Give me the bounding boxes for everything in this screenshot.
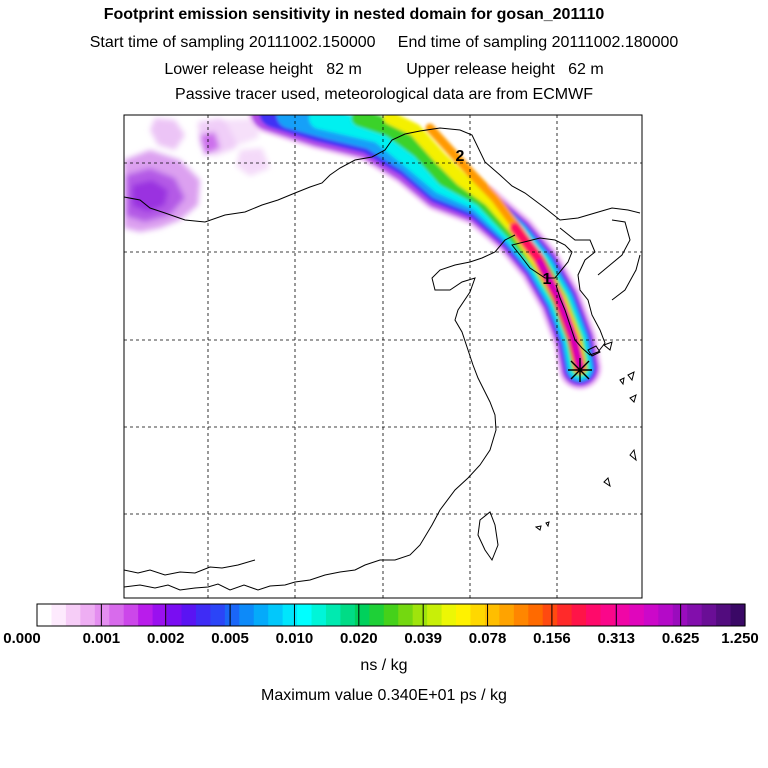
plot-title: Footprint emission sensitivity in nested… xyxy=(103,6,605,23)
colorbar-cell xyxy=(167,604,183,626)
colorbar-cell xyxy=(51,604,67,626)
colorbar-cell xyxy=(730,604,746,626)
colorbar-cell xyxy=(586,604,602,626)
low-sensitivity-patches xyxy=(124,118,270,232)
colorbar-cell xyxy=(340,604,356,626)
colorbar-cell xyxy=(412,604,428,626)
colorbar-cell xyxy=(643,604,659,626)
colorbar-cell xyxy=(513,604,529,626)
colorbar-cell xyxy=(441,604,457,626)
colorbar-cell xyxy=(470,604,486,626)
trajectory-marker-2: 2 xyxy=(456,148,465,165)
colorbar-cell xyxy=(499,604,515,626)
colorbar-cell xyxy=(369,604,385,626)
colorbar-cell xyxy=(701,604,717,626)
colorbar-cell xyxy=(253,604,269,626)
colorbar xyxy=(36,603,746,627)
colorbar-cell xyxy=(311,604,327,626)
colorbar-cell xyxy=(557,604,573,626)
colorbar-unit-label: ns / kg xyxy=(360,657,408,674)
colorbar-cell xyxy=(268,604,284,626)
colorbar-cell xyxy=(239,604,255,626)
colorbar-cell xyxy=(398,604,414,626)
colorbar-tick-label: 0.313 xyxy=(597,630,636,647)
sampling-time-line: Start time of sampling 20111002.150000 E… xyxy=(89,34,679,51)
colorbar-tick-label: 0.000 xyxy=(3,630,41,647)
colorbar-cell xyxy=(383,604,399,626)
colorbar-cell xyxy=(658,604,674,626)
colorbar-cell xyxy=(123,604,139,626)
colorbar-cell xyxy=(629,604,645,626)
colorbar-cell xyxy=(138,604,154,626)
colorbar-tick-label: 0.020 xyxy=(340,630,378,647)
release-height-line: Lower release height 82 m Upper release … xyxy=(164,61,604,78)
colorbar-cell xyxy=(456,604,472,626)
colorbar-cell xyxy=(37,604,53,626)
colorbar-tick-label: 0.156 xyxy=(533,630,571,647)
colorbar-cell xyxy=(181,604,197,626)
map-frame xyxy=(123,114,643,599)
colorbar-cell xyxy=(354,604,370,626)
colorbar-cell xyxy=(542,604,558,626)
colorbar-cell xyxy=(687,604,703,626)
colorbar-cell xyxy=(716,604,732,626)
receptor-star-icon xyxy=(568,358,592,382)
colorbar-cell xyxy=(427,604,443,626)
colorbar-cell xyxy=(94,604,110,626)
colorbar-cell xyxy=(152,604,168,626)
colorbar-tick-label: 0.039 xyxy=(404,630,442,647)
plume xyxy=(248,115,602,390)
graticule xyxy=(124,115,642,598)
colorbar-cell xyxy=(297,604,313,626)
colorbar-cell xyxy=(80,604,96,626)
colorbar-cell xyxy=(109,604,125,626)
colorbar-frame xyxy=(36,603,746,627)
colorbar-cell xyxy=(195,604,211,626)
colorbar-tick-label: 0.001 xyxy=(82,630,121,647)
tracer-info-line: Passive tracer used, meteorological data… xyxy=(175,86,593,103)
colorbar-cell xyxy=(210,604,226,626)
colorbar-tick-label: 0.010 xyxy=(275,630,314,647)
colorbar-tick-label: 1.250 xyxy=(721,630,759,647)
colorbar-cell xyxy=(65,604,81,626)
colorbar-tick-label: 0.078 xyxy=(468,630,507,647)
colorbar-cell xyxy=(282,604,298,626)
colorbar-cell xyxy=(484,604,500,626)
colorbar-cell xyxy=(571,604,587,626)
colorbar-cell xyxy=(600,604,616,626)
colorbar-cell xyxy=(614,604,631,626)
colorbar-tick-label: 0.005 xyxy=(211,630,249,647)
maximum-value-label: Maximum value 0.340E+01 ps / kg xyxy=(261,687,507,704)
colorbar-cell xyxy=(325,604,342,626)
colorbar-tick-label: 0.625 xyxy=(661,630,700,647)
colorbar-cell xyxy=(528,604,544,626)
colorbar-cell xyxy=(224,604,240,626)
trajectory-marker-1: 1 xyxy=(543,271,552,288)
colorbar-tick-label: 0.002 xyxy=(146,630,185,647)
